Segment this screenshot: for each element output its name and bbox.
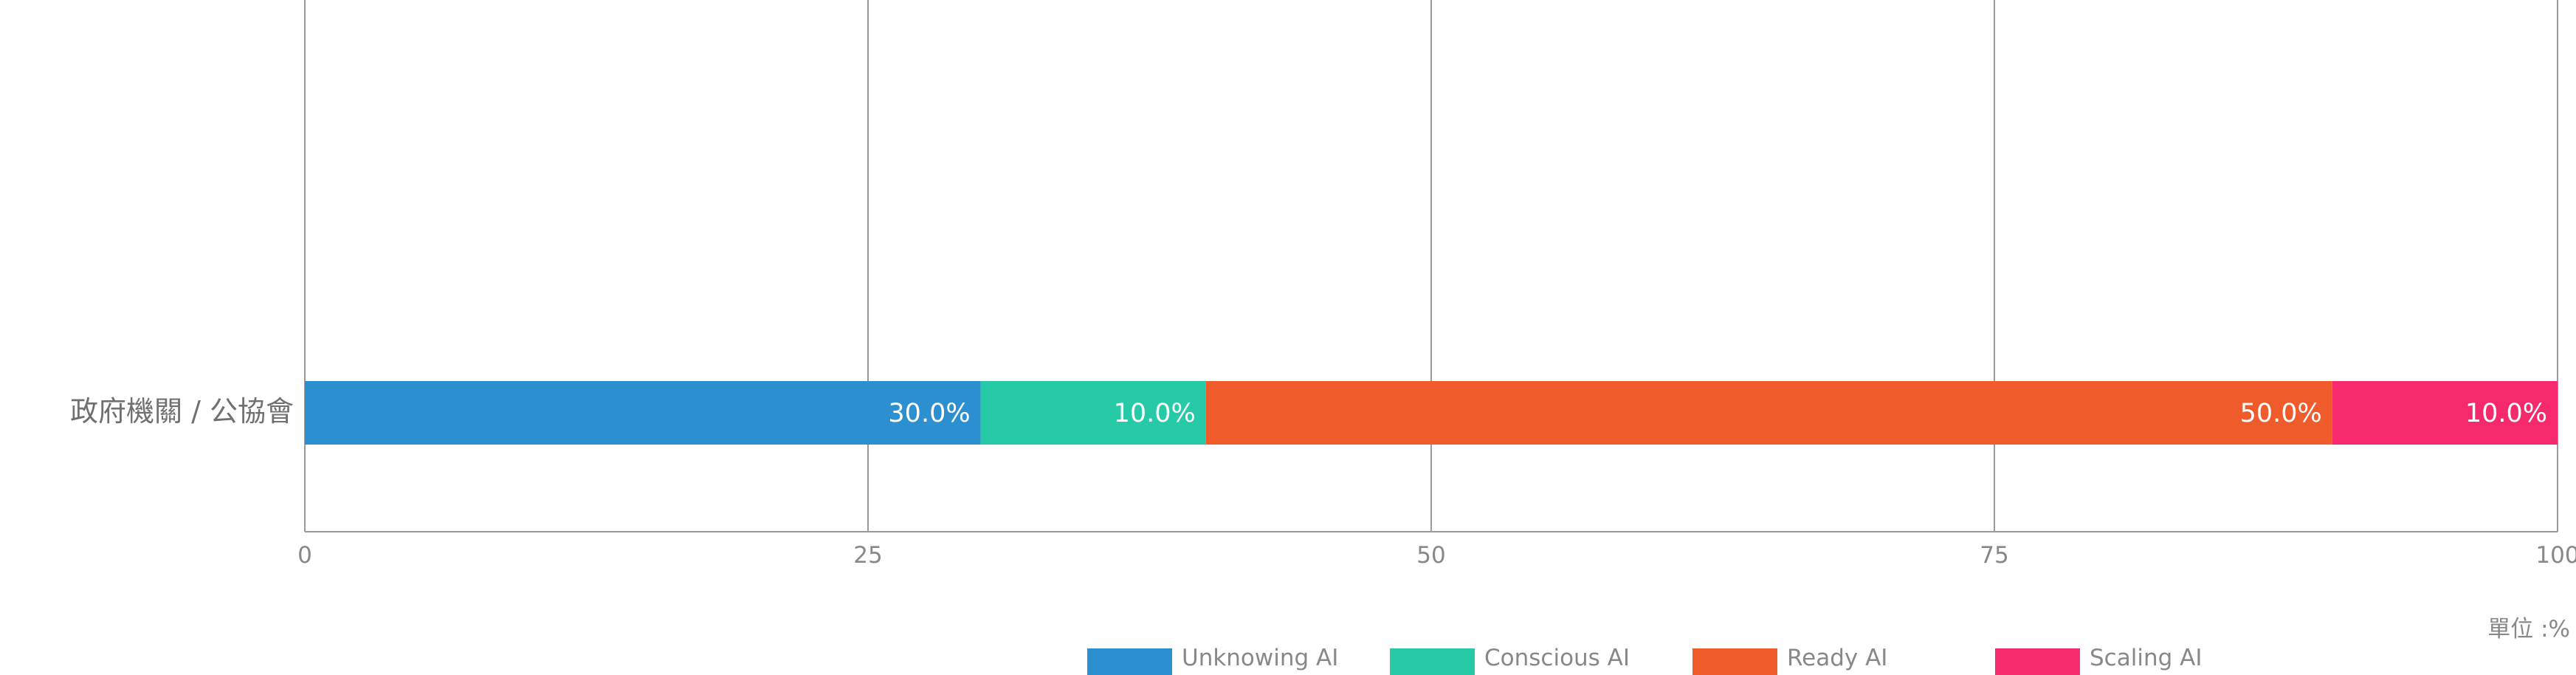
- legend-swatch: [1390, 648, 1475, 675]
- legend-label: Ready AI: [1787, 645, 1887, 671]
- unit-label: 單位 :%: [2487, 616, 2570, 643]
- bar-value-label: 50.0%: [2240, 399, 2322, 428]
- legend: Unknowing AI Conscious AI Ready AI Scaling …: [1087, 645, 2202, 675]
- bar-value-labels: 30.0% 10.0% 50.0% 10.0%: [888, 399, 2547, 428]
- bar-segment-scaling-ai: [2332, 381, 2558, 445]
- legend-swatch: [1692, 648, 1777, 675]
- legend-label: Unknowing AI: [1182, 645, 1338, 671]
- x-tick-label: 25: [853, 542, 882, 569]
- x-tick-label: 0: [297, 542, 312, 569]
- x-axis-tick-labels: 0 25 50 75 100: [297, 542, 2576, 569]
- bar-segment-ready-ai: [1205, 381, 2332, 445]
- bar-segments: [305, 381, 2558, 445]
- category-labels: 政府機關 / 公協會: [70, 395, 294, 428]
- category-label: 政府機關 / 公協會: [70, 395, 294, 428]
- legend-label: Scaling AI: [2090, 645, 2202, 671]
- x-tick-label: 50: [1416, 542, 1445, 569]
- x-tick-label: 100: [2535, 542, 2576, 569]
- legend-swatch: [1087, 648, 1172, 675]
- bar-value-label: 10.0%: [1114, 399, 1196, 428]
- legend-label: Conscious AI: [1484, 645, 1630, 671]
- bar-segment-unknowing-ai: [305, 381, 981, 445]
- grid-lines: [304, 0, 2558, 532]
- legend-swatch: [1995, 648, 2080, 675]
- x-tick-label: 75: [1980, 542, 2008, 569]
- bar-segment-conscious-ai: [980, 381, 1206, 445]
- bar-value-label: 30.0%: [888, 399, 970, 428]
- bar-value-label: 10.0%: [2465, 399, 2547, 428]
